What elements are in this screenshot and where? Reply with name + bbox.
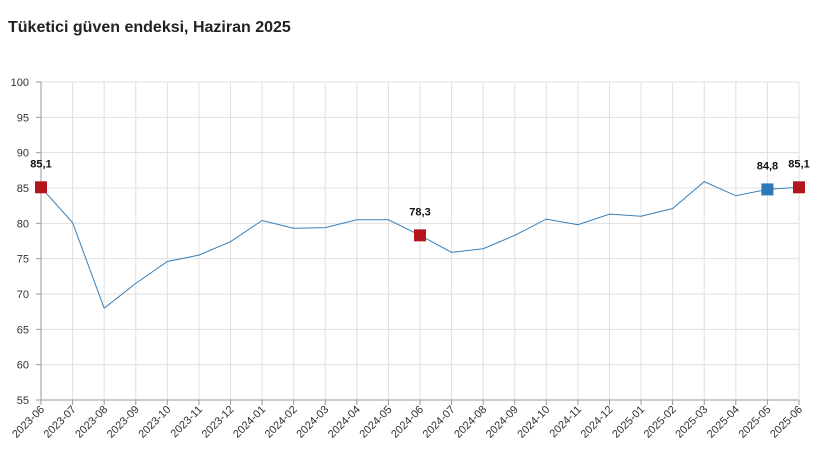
highlight-marker bbox=[761, 183, 774, 196]
x-tick-label: 2024-07 bbox=[421, 404, 458, 441]
x-tick-label: 2025-05 bbox=[737, 404, 774, 441]
x-tick-label: 2023-08 bbox=[73, 404, 110, 441]
x-tick-label: 2025-01 bbox=[610, 404, 647, 441]
x-tick-label: 2024-01 bbox=[231, 404, 268, 441]
x-tick-label: 2024-11 bbox=[548, 404, 584, 440]
x-tick-label: 2025-02 bbox=[642, 404, 679, 441]
x-tick-label: 2024-06 bbox=[389, 404, 426, 441]
highlight-marker bbox=[793, 181, 805, 194]
data-label: 78,3 bbox=[409, 206, 430, 218]
x-axis-ticks: 2023-062023-072023-082023-092023-102023-… bbox=[10, 400, 805, 441]
data-label: 85,1 bbox=[30, 158, 51, 170]
x-tick-label: 2024-12 bbox=[579, 404, 616, 441]
x-tick-label: 2024-05 bbox=[358, 404, 395, 441]
x-tick-label: 2024-03 bbox=[294, 404, 331, 441]
x-tick-label: 2023-09 bbox=[105, 404, 142, 441]
x-tick-label: 2024-10 bbox=[515, 404, 552, 441]
y-tick-label: 65 bbox=[17, 324, 29, 336]
y-tick-label: 90 bbox=[17, 148, 29, 160]
x-tick-label: 2024-02 bbox=[263, 404, 300, 441]
y-tick-label: 80 bbox=[17, 218, 29, 230]
chart-title: Tüketici güven endeksi, Haziran 2025 bbox=[8, 19, 291, 36]
data-label: 85,1 bbox=[788, 158, 809, 170]
data-labels: 85,1 78,3 84,8 85,1 bbox=[30, 158, 809, 218]
x-tick-label: 2024-04 bbox=[326, 404, 363, 441]
x-tick-label: 2025-03 bbox=[673, 404, 710, 441]
y-axis-ticks: 55 60 65 70 75 80 85 90 95 100 bbox=[11, 77, 41, 407]
x-tick-label: 2023-12 bbox=[200, 404, 237, 441]
x-tick-label: 2024-09 bbox=[484, 404, 521, 441]
x-tick-label: 2024-08 bbox=[452, 404, 489, 441]
y-tick-label: 60 bbox=[17, 360, 29, 372]
data-label: 84,8 bbox=[757, 160, 778, 172]
highlight-marker bbox=[35, 181, 47, 194]
x-tick-label: 2023-10 bbox=[136, 404, 173, 441]
x-tick-label: 2023-06 bbox=[10, 404, 47, 441]
highlight-marker bbox=[414, 229, 426, 242]
y-tick-label: 95 bbox=[17, 112, 29, 124]
x-tick-label: 2023-07 bbox=[42, 404, 79, 441]
x-tick-label: 2025-06 bbox=[768, 404, 805, 441]
y-tick-label: 55 bbox=[17, 395, 29, 407]
y-tick-label: 70 bbox=[17, 289, 29, 301]
y-tick-label: 100 bbox=[11, 77, 29, 89]
y-tick-label: 85 bbox=[17, 183, 29, 195]
x-tick-label: 2023-11 bbox=[169, 404, 205, 440]
x-tick-label: 2025-04 bbox=[705, 404, 742, 441]
y-tick-label: 75 bbox=[17, 254, 29, 266]
highlight-markers bbox=[35, 181, 805, 242]
